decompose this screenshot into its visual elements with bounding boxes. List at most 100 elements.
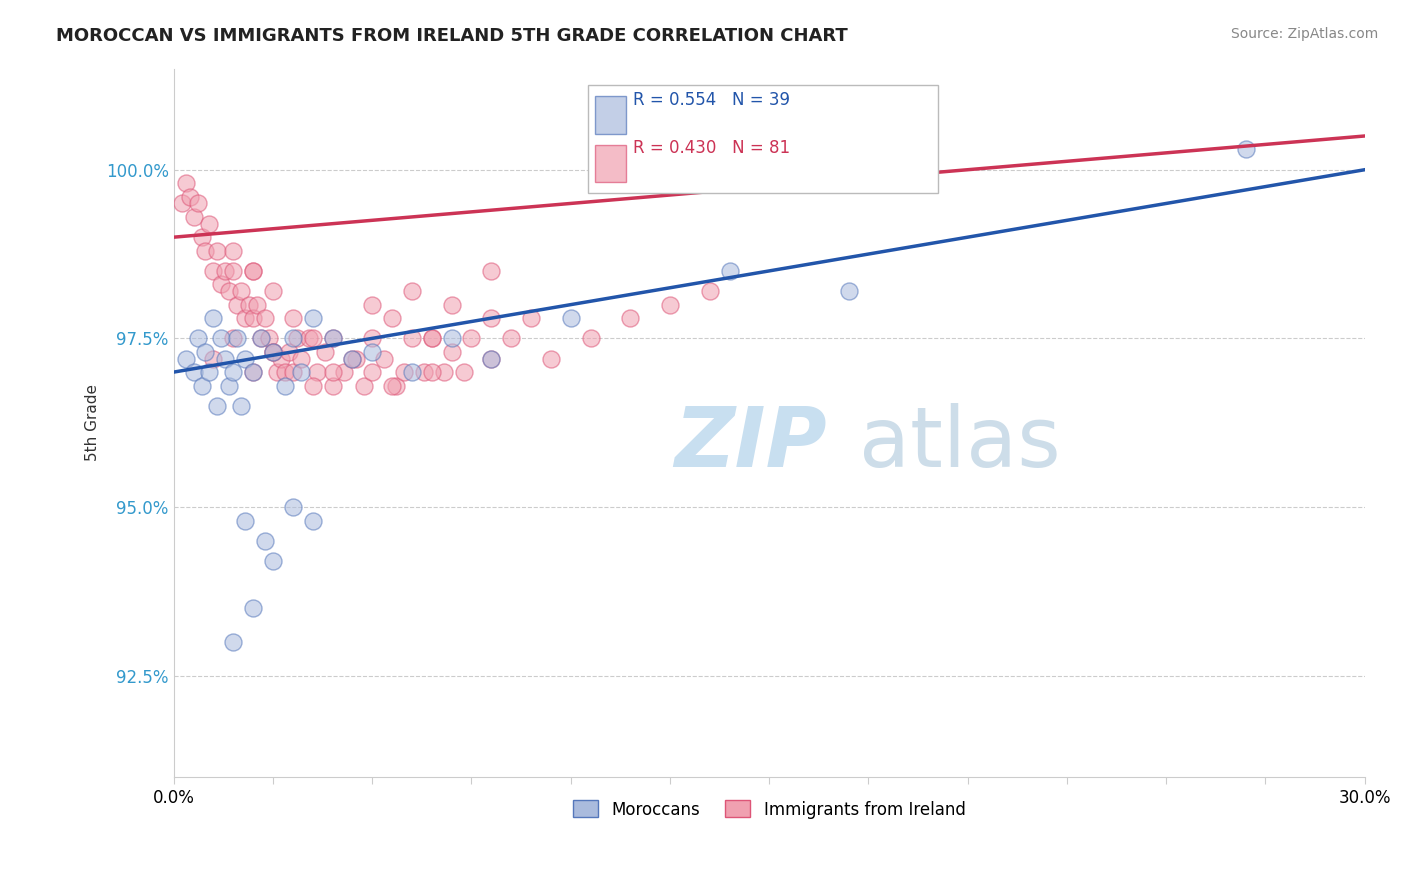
Point: [301, 331, 323, 345]
Text: atlas: atlas: [859, 403, 1060, 484]
Point: [520, 311, 543, 326]
Point: [342, 351, 364, 366]
Point: [659, 298, 682, 312]
Point: [179, 190, 201, 204]
Point: [174, 351, 197, 366]
Point: [207, 399, 229, 413]
Text: R = 0.430   N = 81: R = 0.430 N = 81: [633, 139, 790, 157]
Point: [233, 311, 256, 326]
Text: ZIP: ZIP: [673, 403, 827, 484]
Point: [361, 331, 384, 345]
Point: [194, 244, 217, 258]
Point: [277, 344, 299, 359]
Point: [207, 244, 229, 258]
Point: [305, 365, 328, 379]
Point: [202, 351, 225, 366]
Point: [238, 298, 260, 312]
Point: [262, 284, 284, 298]
Point: [479, 351, 502, 366]
Point: [440, 331, 463, 345]
Point: [190, 230, 212, 244]
Point: [381, 311, 404, 326]
Point: [253, 533, 276, 548]
Point: [285, 331, 308, 345]
Point: [218, 378, 240, 392]
Point: [242, 264, 264, 278]
Point: [262, 554, 284, 568]
Point: [183, 365, 205, 379]
Point: [420, 365, 443, 379]
Point: [170, 196, 193, 211]
Point: [218, 284, 240, 298]
Y-axis label: 5th Grade: 5th Grade: [86, 384, 100, 461]
Point: [281, 365, 304, 379]
Point: [231, 399, 253, 413]
Legend: Moroccans, Immigrants from Ireland: Moroccans, Immigrants from Ireland: [567, 794, 972, 825]
Point: [361, 344, 384, 359]
Point: [333, 365, 356, 379]
Point: [699, 284, 721, 298]
Point: [392, 365, 415, 379]
Point: [322, 365, 344, 379]
Point: [353, 378, 375, 392]
Point: [194, 344, 217, 359]
Point: [214, 351, 236, 366]
Point: [342, 351, 364, 366]
Point: [401, 331, 423, 345]
Point: [274, 365, 297, 379]
Point: [460, 331, 482, 345]
Point: [222, 331, 245, 345]
Point: [412, 365, 434, 379]
Point: [433, 365, 456, 379]
Point: [190, 378, 212, 392]
Point: [479, 351, 502, 366]
Point: [301, 311, 323, 326]
Point: [479, 311, 502, 326]
Point: [231, 284, 253, 298]
Point: [401, 365, 423, 379]
Point: [222, 365, 245, 379]
Point: [453, 365, 475, 379]
Point: [314, 344, 336, 359]
Point: [202, 264, 225, 278]
Point: [344, 351, 367, 366]
Point: [381, 378, 404, 392]
Point: [301, 514, 323, 528]
Point: [262, 344, 284, 359]
Point: [262, 344, 284, 359]
Point: [290, 365, 312, 379]
Point: [226, 298, 249, 312]
Point: [1234, 143, 1257, 157]
Point: [242, 365, 264, 379]
Point: [198, 217, 221, 231]
Point: [718, 264, 741, 278]
Point: [838, 284, 860, 298]
Point: [298, 331, 321, 345]
Point: [322, 331, 344, 345]
Point: [322, 378, 344, 392]
Point: [420, 331, 443, 345]
Point: [540, 351, 562, 366]
Point: [262, 344, 284, 359]
Point: [233, 514, 256, 528]
Point: [281, 311, 304, 326]
Point: [222, 635, 245, 649]
Point: [242, 601, 264, 615]
Point: [420, 331, 443, 345]
Point: [257, 331, 280, 345]
Point: [253, 311, 276, 326]
Point: [361, 298, 384, 312]
Point: [242, 264, 264, 278]
Point: [501, 331, 523, 345]
Point: [242, 311, 264, 326]
Point: [242, 365, 264, 379]
Point: [479, 264, 502, 278]
Point: [233, 351, 256, 366]
Text: R = 0.554   N = 39: R = 0.554 N = 39: [633, 91, 790, 109]
Point: [250, 331, 273, 345]
Point: [250, 331, 273, 345]
Point: [579, 331, 602, 345]
Point: [401, 284, 423, 298]
Point: [270, 351, 292, 366]
Point: [222, 264, 245, 278]
